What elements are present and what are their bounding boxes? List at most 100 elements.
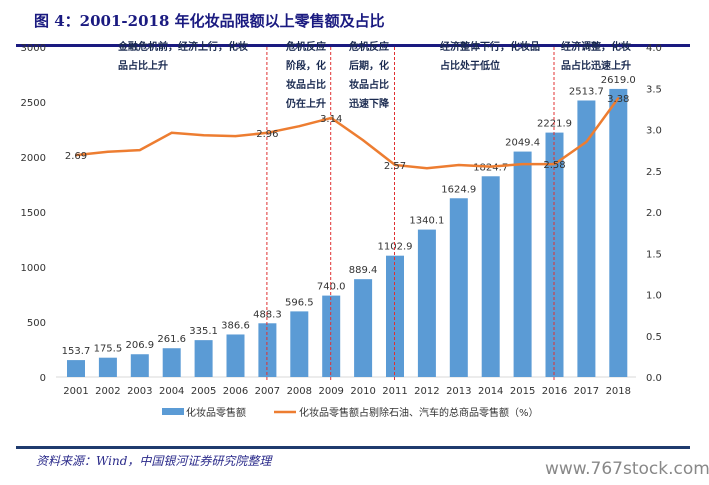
left-axis-tick: 0 bbox=[40, 373, 46, 384]
x-axis-tick: 2014 bbox=[478, 386, 503, 397]
bar-label: 2049.4 bbox=[505, 138, 540, 149]
left-axis-tick: 1000 bbox=[21, 263, 46, 274]
x-axis-tick: 2018 bbox=[606, 386, 631, 397]
bar-label: 335.1 bbox=[189, 326, 218, 337]
share-line bbox=[75, 97, 620, 170]
right-axis-tick: 3.5 bbox=[646, 84, 662, 95]
x-axis-tick: 2004 bbox=[159, 386, 184, 397]
x-axis-tick: 2011 bbox=[382, 386, 407, 397]
right-axis-tick: 0.5 bbox=[646, 332, 662, 343]
annotation-text: 经济调整，化妆 bbox=[561, 40, 631, 53]
bar bbox=[67, 360, 85, 377]
bar bbox=[98, 357, 117, 377]
right-axis-tick: 1.0 bbox=[646, 291, 662, 302]
x-axis-tick: 2001 bbox=[63, 386, 88, 397]
bar bbox=[130, 354, 149, 377]
share-point bbox=[489, 165, 492, 168]
bar-label: 175.5 bbox=[94, 344, 123, 355]
bar-label: 596.5 bbox=[285, 297, 314, 308]
source-note: 资料来源：Wind，中国银河证券研究院整理 bbox=[36, 454, 272, 468]
footer-divider bbox=[16, 446, 690, 449]
share-point bbox=[298, 125, 301, 128]
x-axis-tick: 2017 bbox=[574, 386, 599, 397]
share-point bbox=[266, 131, 269, 134]
share-point bbox=[106, 150, 109, 153]
left-axis-tick: 2500 bbox=[21, 98, 46, 109]
chart: 0 500 1000 1500 2000 2500 3000 0.0 0.5 1.0 1.5 2.0 2… bbox=[21, 40, 662, 419]
bar-label: 153.7 bbox=[62, 346, 91, 357]
bar bbox=[194, 340, 213, 377]
legend-label-line: 化妆品零售额占剔除石油、汽车的总商品零售额（%） bbox=[299, 406, 539, 419]
line-label: 3.38 bbox=[607, 94, 629, 105]
bar bbox=[417, 229, 436, 377]
bar bbox=[162, 348, 181, 377]
annotation-text: 金融危机前，经济上行，化妆 bbox=[117, 40, 248, 53]
left-axis-tick: 3000 bbox=[21, 43, 46, 54]
bar-label: 386.6 bbox=[221, 320, 250, 331]
annotation-text: 占比处于低位 bbox=[440, 59, 500, 72]
right-axis-tick: 1.5 bbox=[646, 249, 662, 260]
share-point bbox=[585, 140, 588, 143]
right-axis-tick: 2.5 bbox=[646, 167, 662, 178]
annotation-text: 仍在上升 bbox=[285, 97, 326, 110]
bar-label: 1624.9 bbox=[441, 184, 476, 195]
bar bbox=[449, 198, 468, 377]
bar bbox=[258, 323, 277, 377]
x-axis-tick: 2015 bbox=[510, 386, 535, 397]
legend-swatch-bar bbox=[162, 408, 184, 415]
share-point bbox=[138, 149, 141, 152]
x-axis-tick: 2010 bbox=[350, 386, 375, 397]
left-axis-tick: 500 bbox=[27, 318, 46, 329]
annotation-text: 妆品占比 bbox=[286, 78, 326, 91]
bar bbox=[226, 334, 245, 377]
share-point bbox=[330, 116, 333, 119]
x-axis-tick: 2007 bbox=[255, 386, 280, 397]
bar-label: 261.6 bbox=[157, 334, 186, 345]
share-point bbox=[553, 163, 556, 166]
bar-label: 206.9 bbox=[125, 340, 154, 351]
x-axis-tick: 2009 bbox=[318, 386, 343, 397]
line-label: 2.96 bbox=[256, 129, 278, 140]
legend-label-bar: 化妆品零售额 bbox=[186, 406, 246, 419]
line-label: 2.69 bbox=[65, 151, 87, 162]
bar bbox=[577, 100, 596, 378]
x-axis-tick: 2002 bbox=[95, 386, 120, 397]
annotation-text: 经济整体下行，化妆品 bbox=[440, 40, 540, 53]
share-point bbox=[394, 163, 396, 166]
line-label: 2.57 bbox=[384, 161, 406, 172]
right-axis-tick: 0.0 bbox=[646, 373, 662, 384]
title-divider bbox=[16, 44, 690, 47]
left-axis-tick: 2000 bbox=[21, 153, 46, 164]
bar bbox=[481, 176, 500, 377]
watermark: www.767stock.com bbox=[545, 459, 709, 479]
share-point bbox=[202, 134, 205, 137]
line-label: 2.58 bbox=[543, 160, 565, 171]
share-point bbox=[75, 154, 77, 157]
bar bbox=[513, 151, 532, 377]
share-point bbox=[170, 131, 173, 134]
x-axis-tick: 2013 bbox=[446, 386, 471, 397]
x-axis-tick: 2003 bbox=[127, 386, 152, 397]
bar bbox=[609, 88, 628, 377]
bar bbox=[354, 279, 373, 377]
left-axis-tick: 1500 bbox=[21, 208, 46, 219]
share-point bbox=[425, 167, 428, 170]
x-axis-tick: 2012 bbox=[414, 386, 439, 397]
right-axis-tick: 2.0 bbox=[646, 208, 662, 219]
annotation-text: 危机反应 bbox=[286, 40, 326, 53]
figure-title: 图 4：2001-2018 年化妆品限额以上零售额及占比 bbox=[34, 12, 385, 30]
right-axis-tick: 3.0 bbox=[646, 126, 662, 137]
annotation-text: 妆品占比 bbox=[349, 78, 389, 91]
share-point bbox=[362, 139, 365, 142]
share-point bbox=[457, 163, 460, 166]
x-axis-tick: 2005 bbox=[191, 386, 216, 397]
bar bbox=[290, 311, 309, 377]
bar-label: 1340.1 bbox=[409, 216, 444, 227]
annotation-text: 品占比上升 bbox=[118, 59, 168, 72]
x-axis-tick: 2008 bbox=[287, 386, 312, 397]
bar bbox=[386, 255, 404, 377]
bar-label: 2513.7 bbox=[569, 86, 604, 97]
annotation-text: 品占比迅速上升 bbox=[561, 59, 631, 72]
annotation-text: 阶段，化 bbox=[286, 59, 326, 72]
